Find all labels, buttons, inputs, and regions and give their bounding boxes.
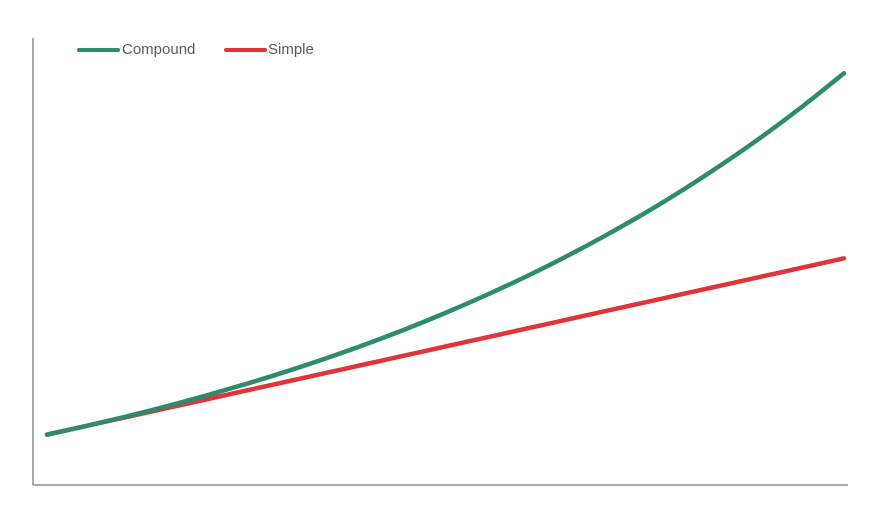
series-group bbox=[44, 71, 847, 437]
series-line-simple bbox=[44, 256, 847, 437]
legend-item-compound: Compound bbox=[77, 41, 195, 58]
legend-item-simple: Simple bbox=[224, 41, 314, 58]
legend: Compound Simple bbox=[77, 41, 314, 58]
series-line-compound bbox=[44, 71, 847, 437]
legend-label-compound: Compound bbox=[122, 41, 195, 58]
plot-area bbox=[32, 38, 848, 486]
legend-label-simple: Simple bbox=[268, 41, 314, 58]
